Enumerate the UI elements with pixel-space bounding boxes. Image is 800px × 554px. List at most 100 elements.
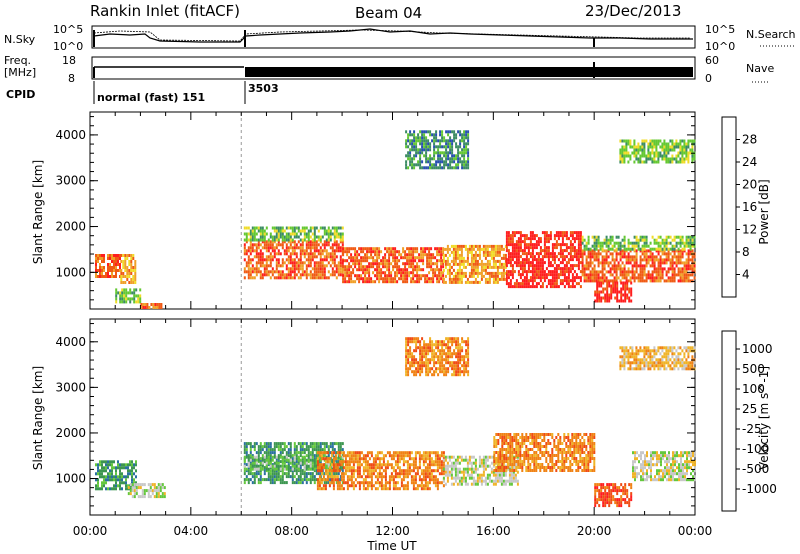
power-cell (337, 235, 340, 239)
velocity-cell (319, 448, 322, 452)
power-cell (599, 279, 602, 283)
power-cell (350, 256, 353, 260)
power-cell (581, 267, 584, 271)
power-cell (539, 258, 542, 262)
power-cell (406, 262, 409, 266)
power-cell (317, 273, 320, 277)
velocity-cell (295, 463, 298, 467)
velocity-cell (346, 484, 349, 488)
power-cell (567, 237, 570, 241)
velocity-cell (299, 448, 302, 452)
velocity-cell (328, 481, 331, 485)
velocity-cell (408, 463, 411, 467)
velocity-cell (316, 484, 319, 488)
power-cell (132, 275, 135, 278)
velocity-cell (422, 475, 425, 479)
power-cell (350, 277, 353, 281)
velocity-cell (414, 454, 417, 458)
power-cell (313, 240, 316, 244)
power-cell (486, 244, 489, 248)
velocity-cell (139, 486, 142, 490)
power-cell (631, 241, 634, 245)
velocity-cell (352, 472, 355, 476)
power-cell (107, 257, 109, 260)
power-cell (293, 267, 296, 271)
power-cell (394, 256, 397, 260)
power-cell (641, 252, 644, 256)
velocity-cell (305, 445, 308, 449)
power-cell (627, 252, 630, 256)
power-cell (249, 270, 252, 274)
power-cell (555, 255, 558, 259)
power-cell (271, 273, 274, 277)
velocity-cell (255, 451, 258, 455)
power-cell (364, 268, 367, 272)
power-cell (649, 139, 652, 143)
power-cell (569, 234, 572, 238)
power-cell (616, 299, 619, 303)
velocity-cell (105, 460, 107, 464)
velocity-cell (328, 484, 331, 488)
velocity-cell (313, 481, 316, 485)
power-cell (388, 265, 391, 269)
power-cell (430, 268, 433, 272)
velocity-cell (123, 466, 125, 470)
power-cell (517, 264, 520, 268)
power-cell (384, 271, 387, 275)
power-cell (158, 306, 161, 309)
power-cell (541, 285, 544, 289)
power-cell (551, 270, 554, 274)
power-cell (134, 266, 137, 269)
power-cell (128, 269, 131, 272)
velocity-cell (364, 454, 367, 458)
power-cell (388, 274, 391, 278)
velocity-cell (307, 451, 310, 455)
velocity-cell (245, 442, 248, 446)
power-cell (611, 267, 614, 271)
power-cell (555, 246, 558, 250)
power-cell (498, 262, 501, 266)
velocity-cell (253, 475, 256, 479)
power-cell (465, 145, 468, 149)
power-cell (327, 276, 330, 280)
power-cell (132, 278, 135, 281)
power-cell (559, 279, 562, 283)
power-cell (453, 157, 456, 161)
velocity-cell (422, 478, 425, 482)
power-cell (283, 249, 286, 253)
power-cell (331, 232, 334, 236)
power-cell (366, 265, 369, 269)
power-cell (651, 247, 654, 251)
power-cell (613, 249, 616, 253)
velocity-cell (257, 451, 260, 455)
power-cell (335, 246, 338, 250)
power-cell (305, 252, 308, 256)
power-cell (478, 247, 481, 251)
power-cell (549, 255, 552, 259)
velocity-cell (318, 466, 321, 470)
power-cell (679, 261, 682, 265)
power-cell (253, 270, 256, 274)
power-cell (277, 243, 280, 247)
power-cell (609, 252, 612, 256)
power-cell (635, 244, 638, 248)
power-cell (537, 255, 540, 259)
velocity-cell (350, 481, 353, 485)
velocity-cell (259, 481, 262, 485)
power-cell (502, 256, 505, 260)
velocity-cell (416, 484, 419, 488)
power-cell (621, 261, 624, 265)
power-cell (492, 280, 495, 284)
power-cell (342, 268, 345, 272)
power-cell (309, 273, 312, 277)
power-cell (691, 258, 694, 262)
power-cell (416, 256, 419, 260)
power-cell (553, 270, 556, 274)
power-cell (621, 255, 624, 259)
power-cell (679, 258, 682, 262)
power-cell (665, 235, 668, 239)
power-cell (430, 280, 433, 284)
velocity-cell (318, 481, 321, 485)
power-colorbar-frame (721, 116, 737, 298)
power-cell (633, 249, 636, 253)
